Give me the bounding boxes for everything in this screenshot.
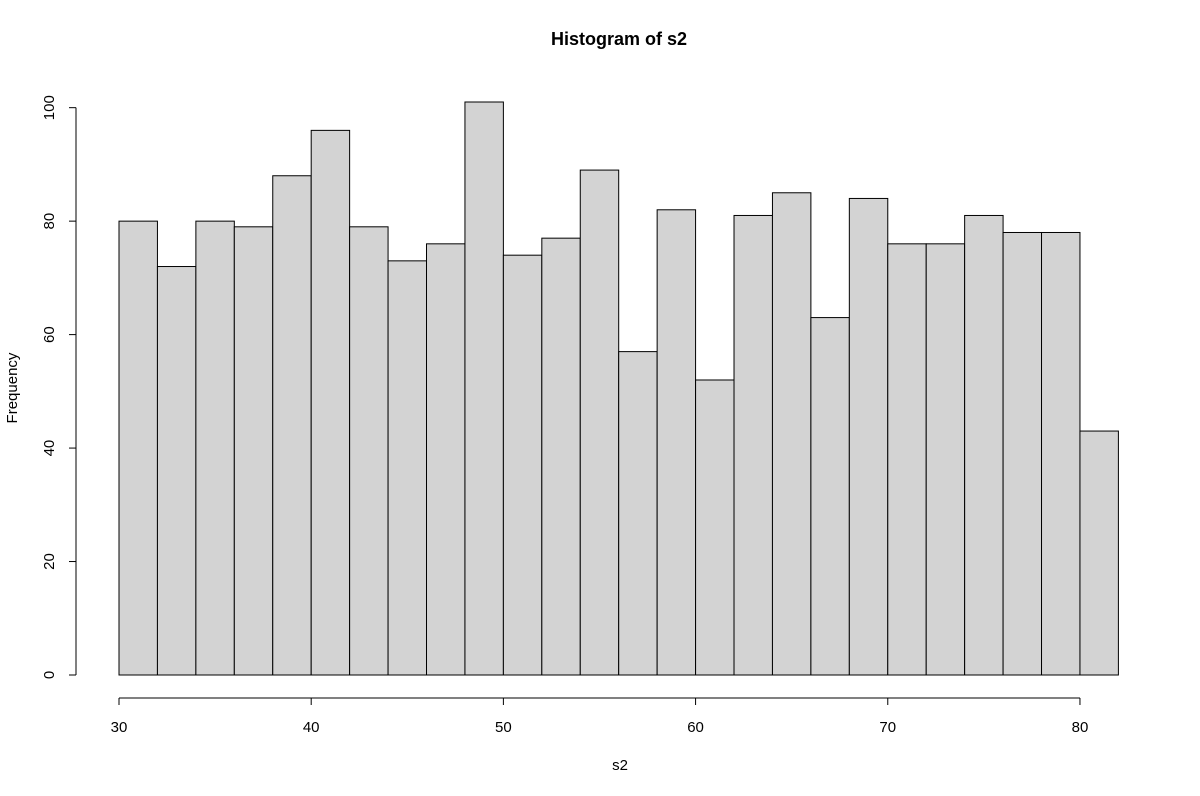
bar (771, 192, 812, 676)
bar (1041, 231, 1081, 676)
bar (618, 351, 658, 676)
x-axis-label: s2 (612, 757, 628, 774)
x-tick-label: 30 (111, 719, 128, 736)
bar (310, 129, 351, 676)
bar (541, 237, 581, 676)
bar (387, 260, 428, 676)
y-tick-label: 20 (41, 553, 58, 570)
bar (272, 175, 312, 676)
y-tick-label: 60 (41, 326, 58, 343)
bar (233, 226, 274, 676)
bar (887, 243, 927, 676)
bar (579, 169, 620, 676)
bar (426, 243, 466, 676)
bar (156, 266, 197, 676)
y-tick-label: 0 (41, 671, 58, 679)
bar (502, 254, 543, 676)
bar (925, 243, 966, 676)
bar (349, 226, 389, 676)
bar (964, 214, 1004, 676)
x-tick-label: 60 (687, 719, 704, 736)
y-tick-label: 100 (41, 95, 58, 120)
chart-title: Histogram of s2 (551, 29, 687, 49)
y-tick-label: 40 (41, 440, 58, 457)
x-tick-label: 50 (495, 719, 512, 736)
bar (733, 214, 773, 676)
bar (464, 101, 504, 676)
y-axis-label: Frequency (4, 352, 21, 423)
bar (1002, 231, 1043, 676)
bar (195, 220, 235, 676)
x-tick-label: 70 (879, 719, 896, 736)
x-tick-label: 40 (303, 719, 320, 736)
bar (810, 317, 850, 676)
bar (1079, 430, 1119, 676)
y-tick-label: 80 (41, 213, 58, 230)
bar (695, 379, 735, 676)
bar (118, 220, 158, 676)
bar (656, 209, 697, 676)
x-tick-label: 80 (1072, 719, 1089, 736)
bar (848, 197, 889, 676)
